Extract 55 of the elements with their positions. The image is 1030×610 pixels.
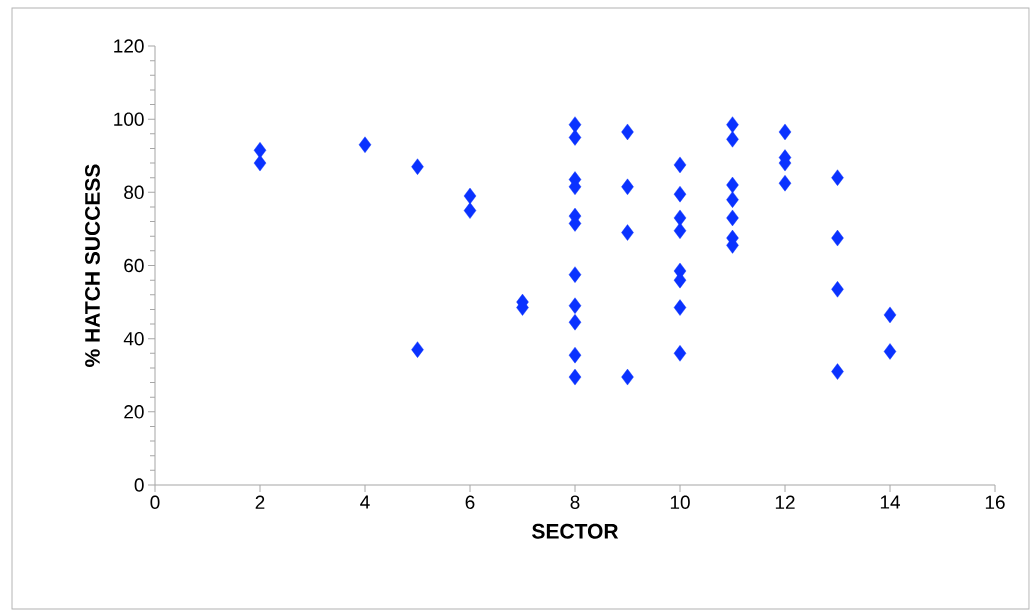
point [568,346,582,364]
point [673,209,687,227]
point [831,229,844,247]
point [673,185,687,203]
y-tick-label: 80 [124,185,144,200]
point [568,116,582,133]
point [778,174,792,192]
x-tick-label: 6 [465,495,475,509]
x-tick-label: 8 [570,495,580,509]
point [831,363,844,380]
point [673,156,687,174]
point [726,116,739,133]
point [621,178,634,196]
point [778,123,792,141]
point [463,187,477,205]
point [568,314,582,331]
point [673,299,687,316]
x-tick-label: 12 [775,495,795,509]
point [358,136,372,153]
point [831,281,844,298]
y-tick-label: 0 [134,478,144,492]
x-tick-label: 16 [985,495,1005,509]
y-tick-label: 20 [124,405,144,419]
y-axis-title: % HATCH SUCCESS [85,164,100,367]
point [568,266,582,283]
point [621,123,634,141]
point [568,297,582,314]
point [673,222,687,239]
point [463,202,477,219]
point [568,368,582,386]
point [621,368,634,386]
point [726,131,739,148]
point [726,209,739,227]
x-axis-title: SECTOR [532,523,619,539]
y-tick-label: 100 [114,112,144,126]
point [253,154,267,172]
y-tick-label: 120 [114,39,144,53]
x-tick-label: 14 [880,495,901,509]
x-tick-label: 0 [150,495,160,509]
point [673,345,687,362]
y-tick-label: 40 [123,331,144,346]
point [621,224,634,241]
y-tick-label: 60 [124,258,144,273]
point [726,191,739,208]
x-tick-label: 4 [360,495,370,509]
point [726,176,739,194]
point [883,343,897,360]
point [831,169,844,186]
point [253,142,267,159]
point [883,306,897,324]
point [568,129,582,146]
point [411,158,424,175]
x-tick-label: 2 [255,495,265,509]
x-tick-label: 10 [670,495,690,509]
point [411,341,424,358]
